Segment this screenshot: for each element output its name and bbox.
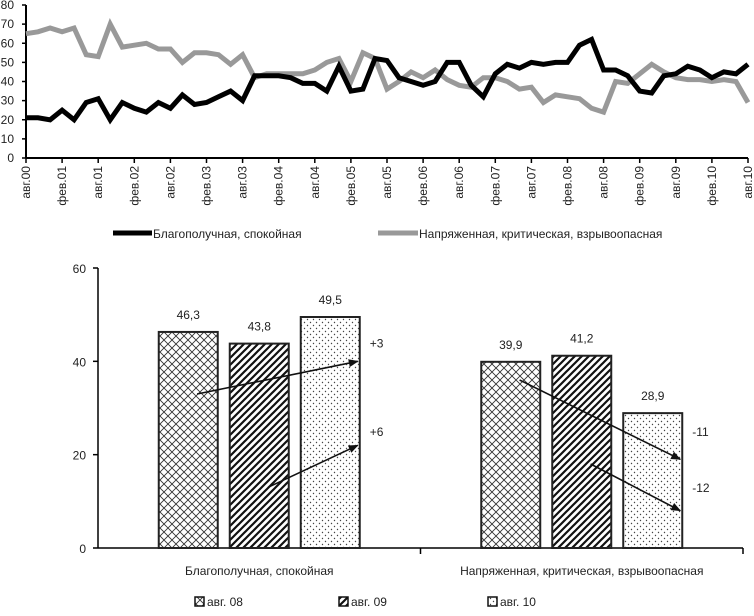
x-tick-label: фев.04 — [272, 166, 286, 206]
x-tick-label: фев.02 — [127, 166, 141, 206]
x-tick-label: фев.05 — [344, 166, 358, 206]
change-arrow — [590, 463, 682, 512]
x-tick-label: фев.03 — [200, 166, 214, 206]
y-tick-label: 70 — [1, 17, 15, 31]
bar-category-label: Напряженная, критическая, взрывоопасная — [460, 564, 703, 578]
x-tick-label: фев.08 — [561, 166, 575, 206]
legend-label-calm: Благополучная, спокойная — [153, 227, 302, 241]
x-tick-label: авг.02 — [163, 166, 177, 199]
legend-label-aug10: авг. 10 — [500, 595, 536, 609]
x-tick-label: авг.04 — [308, 166, 322, 199]
y-tick-label: 80 — [1, 0, 15, 12]
bar-diagonal — [551, 354, 613, 549]
legend-swatch-crosshatch — [194, 596, 205, 607]
legend-label-aug08: авг. 08 — [207, 595, 243, 609]
y-tick-label: 10 — [1, 132, 15, 146]
x-tick-label: авг.10 — [741, 166, 754, 199]
bar-value-labels: 46,3 43,8 49,5 39,9 41,2 28,9 — [177, 293, 665, 403]
y-axis: 0 10 20 30 40 50 60 70 80 — [1, 0, 27, 165]
bar-category-label: Благополучная, спокойная — [185, 564, 334, 578]
bar-value-label: 46,3 — [177, 308, 201, 322]
bar-value-label: 39,9 — [499, 338, 523, 352]
legend-swatch-dots — [487, 596, 498, 607]
x-tick-label: авг.08 — [597, 166, 611, 199]
y-tick-label: 30 — [1, 94, 15, 108]
bar-crosshatch — [480, 360, 542, 549]
line-legend: Благополучная, спокойная Напряженная, кр… — [113, 227, 662, 241]
series-line-calm — [26, 35, 750, 125]
series-lines — [25, 17, 751, 125]
change-arrows: +3 +6 -11 -12 — [196, 336, 710, 512]
bar-y-tick-label: 60 — [73, 262, 87, 276]
change-annotation: +3 — [370, 336, 384, 350]
bar-value-label: 43,8 — [248, 320, 272, 334]
bar-dots — [299, 316, 361, 549]
change-annotation: -11 — [692, 425, 709, 439]
x-tick-label: авг.01 — [91, 166, 105, 199]
legend-label-aug09: авг. 09 — [351, 595, 387, 609]
bar-value-label: 49,5 — [319, 293, 343, 307]
bar-diagonal — [228, 342, 290, 549]
bar-category-labels: Благополучная, спокойная Напряженная, кри… — [185, 564, 703, 578]
legend-item-aug10: авг. 10 — [487, 595, 536, 609]
line-chart: 0 10 20 30 40 50 60 70 80 авг.00 фев.01 авг.01 фев.… — [1, 0, 754, 206]
y-tick-label: 20 — [1, 113, 15, 127]
x-tick-label: фев.10 — [705, 166, 719, 206]
change-arrow — [196, 359, 359, 395]
change-arrow — [267, 444, 359, 489]
bar-value-label: 28,9 — [641, 389, 665, 403]
y-tick-label: 50 — [1, 55, 15, 69]
bar-chart: 0 20 40 60 46,3 43,8 49,5 39,9 41,2 28,9 +3 +6 -11… — [73, 262, 744, 578]
change-annotation: -12 — [692, 481, 710, 495]
change-arrow — [519, 379, 682, 461]
bar-crosshatch — [157, 330, 219, 549]
x-tick-label: авг.09 — [669, 166, 683, 199]
legend-item-aug09: авг. 09 — [338, 595, 387, 609]
x-tick-label: фев.07 — [488, 166, 502, 206]
x-tick-label: авг.06 — [452, 166, 466, 199]
x-tick-label: фев.09 — [633, 166, 647, 206]
y-tick-label: 0 — [7, 151, 14, 165]
bar-legend: авг. 08 авг. 09 авг. 10 — [194, 595, 536, 609]
x-tick-label: авг.07 — [524, 166, 538, 199]
x-tick-label: авг.00 — [19, 166, 33, 199]
y-tick-label: 60 — [1, 36, 15, 50]
bar-value-label: 41,2 — [570, 332, 594, 346]
x-tick-label: авг.03 — [236, 166, 250, 199]
x-tick-label: авг.05 — [380, 166, 394, 199]
legend-item-aug08: авг. 08 — [194, 595, 243, 609]
x-tick-label: фев.06 — [416, 166, 430, 206]
bar-y-tick-label: 20 — [73, 449, 87, 463]
x-axis: авг.00 фев.01 авг.01 фев.02 авг.02 фев.03 авг.… — [19, 157, 754, 206]
legend-swatch-diagonal — [338, 596, 349, 607]
bar-y-tick-label: 40 — [73, 355, 87, 369]
bar-y-tick-label: 0 — [79, 542, 86, 556]
change-annotation: +6 — [370, 425, 384, 439]
legend-label-tense: Напряженная, критическая, взрывоопасная — [419, 227, 662, 241]
x-tick-label: фев.01 — [55, 166, 69, 206]
series-line-tense — [25, 17, 751, 116]
y-tick-label: 40 — [1, 75, 15, 89]
bars — [157, 316, 684, 549]
bar-dots — [622, 412, 684, 549]
